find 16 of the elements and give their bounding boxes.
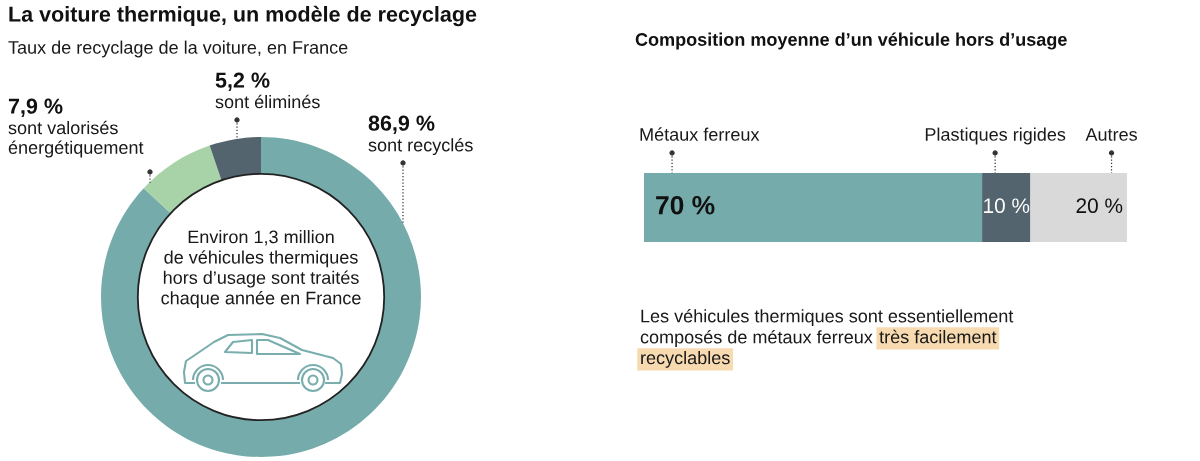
data-label: 20 % — [1076, 198, 1123, 214]
data-label: 7,9 % — [8, 98, 63, 117]
text: Plastiques rigides — [925, 127, 1066, 145]
chart-subtitle: Taux de recyclage de la voiture, en France — [8, 40, 348, 58]
data-label: 5,2 % — [215, 72, 270, 91]
data-label: 10 % — [984, 198, 1030, 214]
text: Environ 1,3 million de véhicules thermiques hors d’usage sont traités chaque année en France — [161, 230, 361, 308]
series-label: Autres — [1085, 128, 1137, 141]
series-label: Métaux ferreux — [640, 127, 760, 141]
slice-label: sont valorisés énergétiquement — [8, 120, 144, 158]
chart-title: Composition moyenne d’un véhicule hors d’usage — [635, 32, 1067, 50]
slice-label: sont recyclés — [368, 138, 473, 156]
data-label: 86,9 % — [368, 115, 435, 134]
data-label: 70 % — [656, 195, 715, 215]
chart-title: La voiture thermique, un modèle de recyclage — [9, 5, 477, 27]
slice-label: sont éliminés — [215, 94, 320, 109]
